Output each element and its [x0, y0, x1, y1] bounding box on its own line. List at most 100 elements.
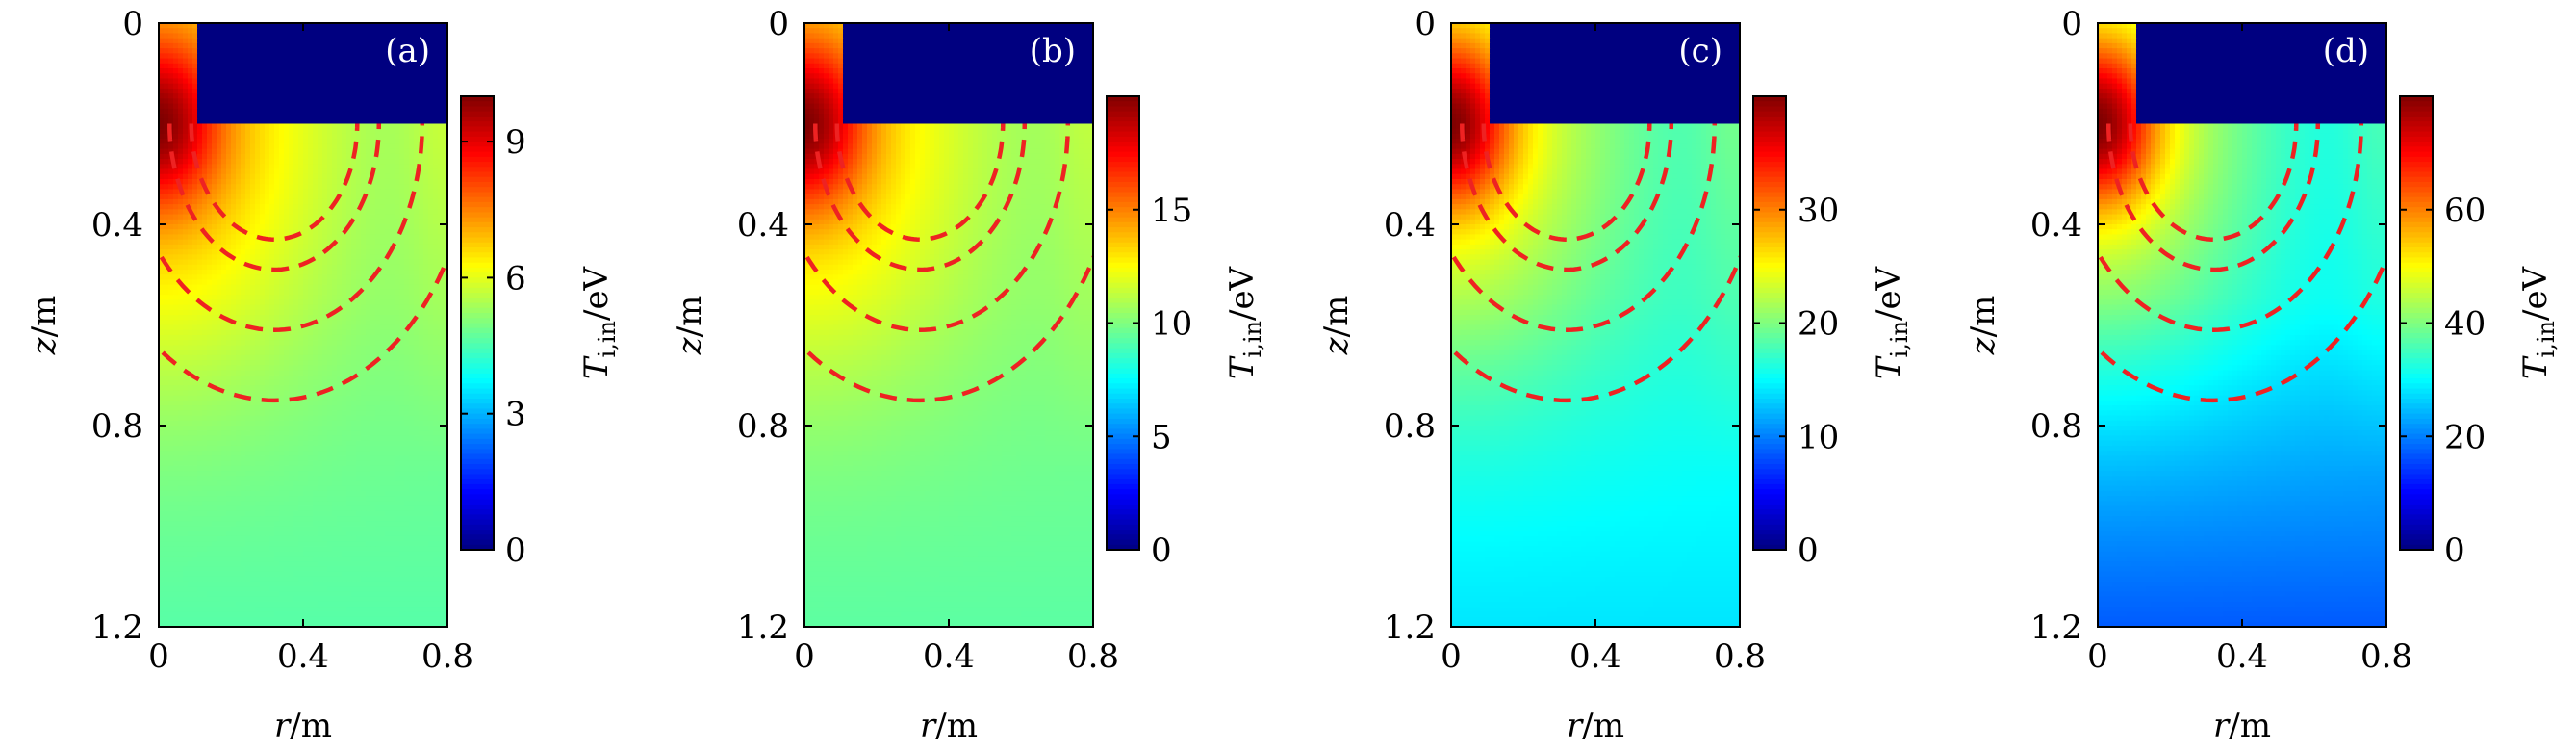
heatmap-cell [250, 173, 256, 180]
heatmap-cell [438, 23, 444, 29]
heatmap-cell [419, 53, 424, 60]
heatmap-cell [366, 93, 371, 99]
heatmap-cell [226, 42, 232, 49]
heatmap-cell [351, 405, 357, 411]
heatmap-cell [332, 204, 338, 210]
heatmap-cell [366, 63, 371, 69]
heatmap-cell [370, 178, 376, 185]
heatmap-cell [192, 189, 198, 195]
heatmap-cell [202, 375, 208, 381]
heatmap-cell [395, 204, 400, 210]
heatmap-cell [293, 264, 299, 271]
heatmap-cell [433, 83, 439, 90]
heatmap-cell [236, 133, 242, 140]
heatmap-cell [188, 390, 193, 397]
heatmap-cell [433, 133, 439, 140]
heatmap-cell [221, 143, 227, 150]
heatmap-cell [332, 430, 338, 437]
heatmap-cell [260, 93, 266, 99]
heatmap-cell [178, 168, 184, 175]
heatmap-cell [279, 194, 285, 200]
heatmap-cell [159, 88, 165, 94]
heatmap-cell [351, 168, 357, 175]
heatmap-cell [399, 254, 405, 261]
heatmap-cell [231, 214, 237, 220]
heatmap-cell [370, 103, 376, 110]
heatmap-cell [337, 93, 343, 99]
heatmap-cell [443, 88, 447, 94]
heatmap-cell [443, 153, 447, 160]
heatmap-cell [318, 315, 323, 321]
heatmap-cell [346, 28, 352, 35]
heatmap-cell [279, 274, 285, 281]
heatmap-cell [318, 426, 323, 431]
heatmap-cell [370, 340, 376, 346]
heatmap-cell [433, 33, 439, 39]
heatmap-cell [289, 390, 294, 397]
heatmap-cell [279, 139, 285, 144]
heatmap-cell [366, 224, 371, 230]
heatmap-cell [293, 334, 299, 341]
heatmap-cell [428, 234, 434, 241]
heatmap-cell [221, 400, 227, 406]
heatmap-cell [346, 289, 352, 296]
heatmap-cell [269, 259, 275, 266]
heatmap-cell [245, 415, 251, 422]
heatmap-cell [433, 259, 439, 266]
heatmap-cell [173, 224, 179, 230]
heatmap-cell [404, 244, 410, 250]
heatmap-cell [298, 244, 304, 250]
heatmap-cell [168, 164, 174, 170]
heatmap-cell [221, 435, 227, 442]
heatmap-cell [265, 143, 270, 150]
heatmap-cell [385, 400, 391, 406]
heatmap-cell [395, 345, 400, 351]
heatmap-cell [226, 270, 232, 275]
heatmap-cell [241, 264, 246, 271]
heatmap-cell [164, 244, 169, 250]
heatmap-cell [366, 128, 371, 135]
heatmap-cell [250, 270, 256, 275]
heatmap-cell [313, 58, 319, 65]
heatmap-cell [188, 173, 193, 180]
heatmap-cell [255, 270, 261, 275]
heatmap-cell [404, 204, 410, 210]
heatmap-cell [245, 143, 251, 150]
heatmap-cell [404, 259, 410, 266]
heatmap-cell [443, 159, 447, 165]
heatmap-cell [221, 204, 227, 210]
heatmap-cell [202, 279, 208, 286]
heatmap-cell [443, 395, 447, 401]
heatmap-cell [183, 415, 189, 422]
heatmap-cell [303, 98, 309, 105]
heatmap-cell [409, 118, 415, 125]
heatmap-cell [159, 133, 165, 140]
heatmap-cell [265, 103, 270, 110]
heatmap-cell [366, 114, 371, 119]
heatmap-cell [414, 320, 420, 326]
heatmap-cell [226, 375, 232, 381]
heatmap-cell [298, 133, 304, 140]
heatmap-cell [245, 42, 251, 49]
heatmap-cell [173, 395, 179, 401]
heatmap-cell [217, 410, 222, 417]
heatmap-cell [168, 309, 174, 316]
heatmap-cell [318, 83, 323, 90]
heatmap-cell [250, 329, 256, 336]
heatmap-cell [245, 274, 251, 281]
heatmap-cell [159, 329, 165, 336]
heatmap-cell [192, 340, 198, 346]
heatmap-cell [423, 329, 429, 336]
heatmap-cell [443, 340, 447, 346]
heatmap-cell [197, 365, 203, 372]
heatmap-cell [390, 224, 395, 230]
heatmap-cell [236, 415, 242, 422]
heatmap-cell [356, 264, 362, 271]
heatmap-cell [212, 435, 217, 442]
heatmap-cell [241, 143, 246, 150]
heatmap-cell [226, 148, 232, 155]
heatmap-cell [351, 139, 357, 144]
heatmap-cell [308, 304, 314, 311]
heatmap-cell [192, 320, 198, 326]
